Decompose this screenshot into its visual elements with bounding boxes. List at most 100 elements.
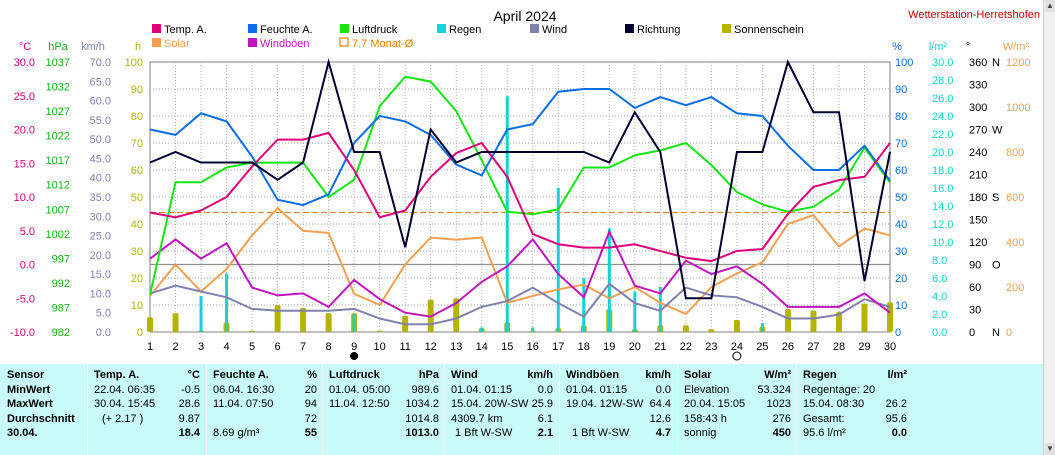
legend-swatch (248, 24, 257, 33)
feuchte-a-line (149, 88, 891, 207)
rain-tick-label: 24.0 (932, 111, 953, 123)
temp-tick-label: 30.0 (14, 57, 35, 69)
x-tick-label: 15 (501, 341, 513, 353)
stats-temp-unit: °C (187, 369, 200, 381)
grid (149, 61, 891, 333)
legend-swatch (152, 24, 161, 33)
x-tick-label: 30 (884, 341, 896, 353)
station-name: Wetterstation-Herretshofen (908, 9, 1040, 21)
deg-tick-label: 180 (969, 192, 987, 204)
stats-hum-unit: % (307, 369, 317, 381)
solar-tick-label: 600 (1006, 192, 1024, 204)
solar-tick-label: 800 (1006, 147, 1024, 159)
rain-tick-label: 6.0 (932, 273, 947, 285)
legend-swatch (339, 37, 349, 47)
deg-tick-label: 150 (969, 215, 987, 227)
rain-bar (582, 278, 586, 332)
stats-temp-avg: 9.87 (178, 412, 200, 425)
x-tick-label: 14 (476, 341, 488, 353)
sunshine-bar (682, 325, 689, 332)
kmh-unit-label: km/h (81, 41, 105, 53)
legend-label: Luftdruck (352, 24, 398, 36)
stats-gust-today: 4.7 (655, 427, 671, 440)
rain-bar (199, 296, 203, 332)
weather-chart: April 2024 Wetterstation-Herretshofen Te… (10, 8, 1040, 361)
stats-hum-avg: 72 (304, 412, 317, 425)
hpa-tick-label: 1022 (46, 131, 70, 143)
x-tick-label: 29 (858, 341, 870, 353)
x-tick-label: 12 (425, 341, 437, 353)
kmh-tick-label: 55.0 (90, 115, 111, 127)
direction-label: N (992, 327, 1000, 339)
rain-tick-label: 10.0 (932, 237, 953, 249)
rain-bar (633, 291, 637, 332)
scroll-down-icon[interactable]: ▼ (1045, 443, 1055, 455)
sunshine-bar (887, 302, 893, 332)
stats-press-today: 1013.0 (405, 427, 439, 440)
pct-tick-label: 90 (895, 84, 907, 96)
rain-tick-label: 20.0 (932, 147, 953, 159)
hpa-tick-label: 1032 (46, 82, 70, 94)
stats-press-unit: hPa (418, 369, 439, 381)
kmh-tick-label: 40.0 (90, 173, 111, 185)
hpa-tick-label: 982 (52, 327, 70, 339)
stats-temp-col: Temp. A. °C 22.04. 06:35 -0.5 30.04. 15:45… (94, 368, 200, 441)
deg-tick-label: 90 (969, 260, 981, 272)
stats-wind-col: Wind km/h 01.04. 01:15 0.0 15.04. 20W-SW 25… (451, 368, 553, 441)
scroll-up-icon[interactable]: ▲ (1045, 0, 1055, 12)
stats-rain-r3-label: Gesamt: (803, 412, 845, 425)
h-tick-label: 60 (131, 165, 143, 177)
legend-swatch (340, 24, 349, 33)
kmh-tick-label: 30.0 (90, 211, 111, 223)
stats-max-label: MaxWert (7, 398, 53, 411)
rain-bar (225, 273, 229, 332)
stats-wind-avg-note: 4309.7 km (451, 412, 503, 425)
pct-tick-label: 10 (895, 300, 907, 312)
stats-hum-min: 20 (304, 383, 317, 396)
legend-label: Windböen (260, 38, 310, 50)
rain-tick-label: 30.0 (932, 57, 953, 69)
stats-solar-r4-label: sonnig (684, 427, 717, 440)
legend-label: Feuchte A. (260, 24, 313, 36)
deg-tick-label: 60 (969, 282, 981, 294)
kmh-tick-label: 15.0 (90, 269, 111, 281)
hpa-unit-label: hPa (48, 41, 68, 53)
stats-gust-today-note: 1 Bft W-SW (572, 427, 630, 440)
stats-today-label: 30.04. (7, 427, 38, 440)
stats-solar-r1-label: Elevation (684, 383, 730, 396)
vertical-scrollbar[interactable]: ▲ ▼ (1043, 0, 1055, 455)
pct-tick-label: 60 (895, 165, 907, 177)
stats-press-min-time: 01.04. 05:00 (329, 383, 391, 396)
stats-solar-r3: 276 (772, 412, 791, 425)
stats-press-min: 989.6 (411, 383, 439, 396)
pct-tick-label: 0 (895, 327, 901, 339)
stats-press-max-time: 11.04. 12:50 (329, 398, 390, 411)
hpa-tick-label: 1017 (46, 155, 70, 167)
stats-press-avg: 1014.8 (405, 412, 439, 425)
x-tick-label: 11 (399, 341, 410, 353)
stats-wind-unit: km/h (527, 369, 553, 381)
hpa-tick-label: 992 (52, 278, 70, 290)
deg-tick-label: 300 (969, 102, 987, 114)
stats-panel: Sensor MinWert MaxWert Durchschnitt 30.0… (0, 364, 1043, 455)
stats-sensor-title: Sensor (7, 369, 45, 381)
x-tick-label: 23 (705, 341, 717, 353)
stats-wind-min: 0.0 (537, 383, 553, 396)
stats-wind-min-time: 01.04. 01:15 (451, 383, 513, 396)
stats-sensor-col: Sensor MinWert MaxWert Durchschnitt 30.0… (7, 368, 87, 441)
stats-hum-max: 94 (304, 398, 317, 411)
solar-tick-label: 1200 (1006, 57, 1030, 69)
rain-tick-label: 4.0 (932, 291, 947, 303)
chart-marks (147, 58, 893, 332)
stats-temp-today: 18.4 (178, 427, 200, 440)
stats-wind-title: Wind (451, 369, 478, 381)
legend-label: Solar (164, 38, 190, 50)
x-axis-ticks: 1 2 3 4 5 6 7 8 9 10 11 12 13 14 15 16 17 18 19 20 21 22 23 24 2… (147, 341, 896, 361)
x-tick-label: 24 (731, 341, 743, 353)
stats-temp-min: -0.5 (181, 383, 200, 396)
stats-gust-max: 64.4 (649, 398, 671, 411)
deg-tick-label: 360 (969, 57, 987, 69)
rain-tick-label: 14.0 (932, 201, 953, 213)
deg-tick-label: 0 (969, 327, 975, 339)
rain-bar (480, 327, 484, 332)
